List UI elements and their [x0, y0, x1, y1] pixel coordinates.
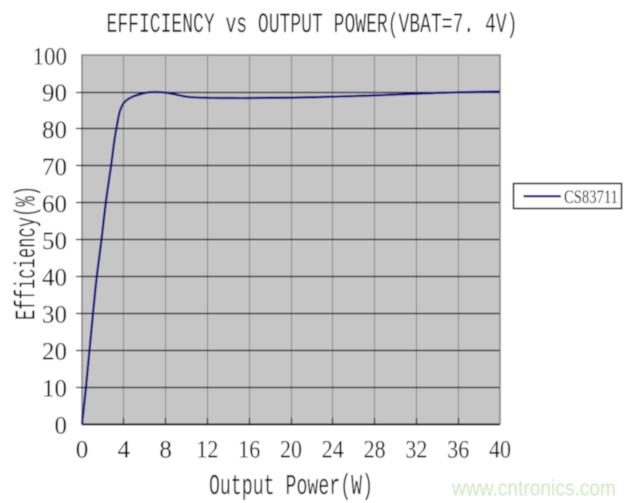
svg-text:40: 40: [42, 265, 67, 292]
svg-text:50: 50: [42, 228, 67, 255]
svg-text:20: 20: [280, 437, 302, 464]
svg-text:30: 30: [42, 302, 67, 329]
svg-text:80: 80: [42, 117, 67, 144]
svg-text:12: 12: [196, 437, 218, 464]
svg-text:EFFICIENCY vs OUTPUT POWER(VBA: EFFICIENCY vs OUTPUT POWER(VBAT=7. 4V): [107, 10, 518, 41]
svg-text:40: 40: [489, 437, 511, 464]
svg-text:Efficiency(%): Efficiency(%): [11, 186, 44, 320]
svg-text:24: 24: [322, 437, 344, 464]
svg-text:28: 28: [364, 437, 386, 464]
svg-text:16: 16: [238, 437, 260, 464]
svg-text:60: 60: [42, 191, 67, 218]
svg-text:70: 70: [42, 154, 67, 181]
svg-text:8: 8: [159, 437, 172, 464]
svg-text:10: 10: [42, 375, 67, 402]
svg-text:0: 0: [55, 412, 68, 439]
svg-text:0: 0: [76, 437, 89, 464]
svg-text:4: 4: [118, 437, 131, 464]
svg-text:100: 100: [33, 43, 68, 70]
svg-text:20: 20: [42, 339, 67, 366]
svg-text:32: 32: [405, 437, 427, 464]
svg-text:Output Power(W): Output Power(W): [209, 470, 373, 503]
svg-text:90: 90: [42, 80, 67, 107]
svg-text:www.cntronics.com: www.cntronics.com: [451, 476, 616, 501]
svg-text:CS83711: CS83711: [564, 187, 618, 208]
svg-text:36: 36: [447, 437, 469, 464]
